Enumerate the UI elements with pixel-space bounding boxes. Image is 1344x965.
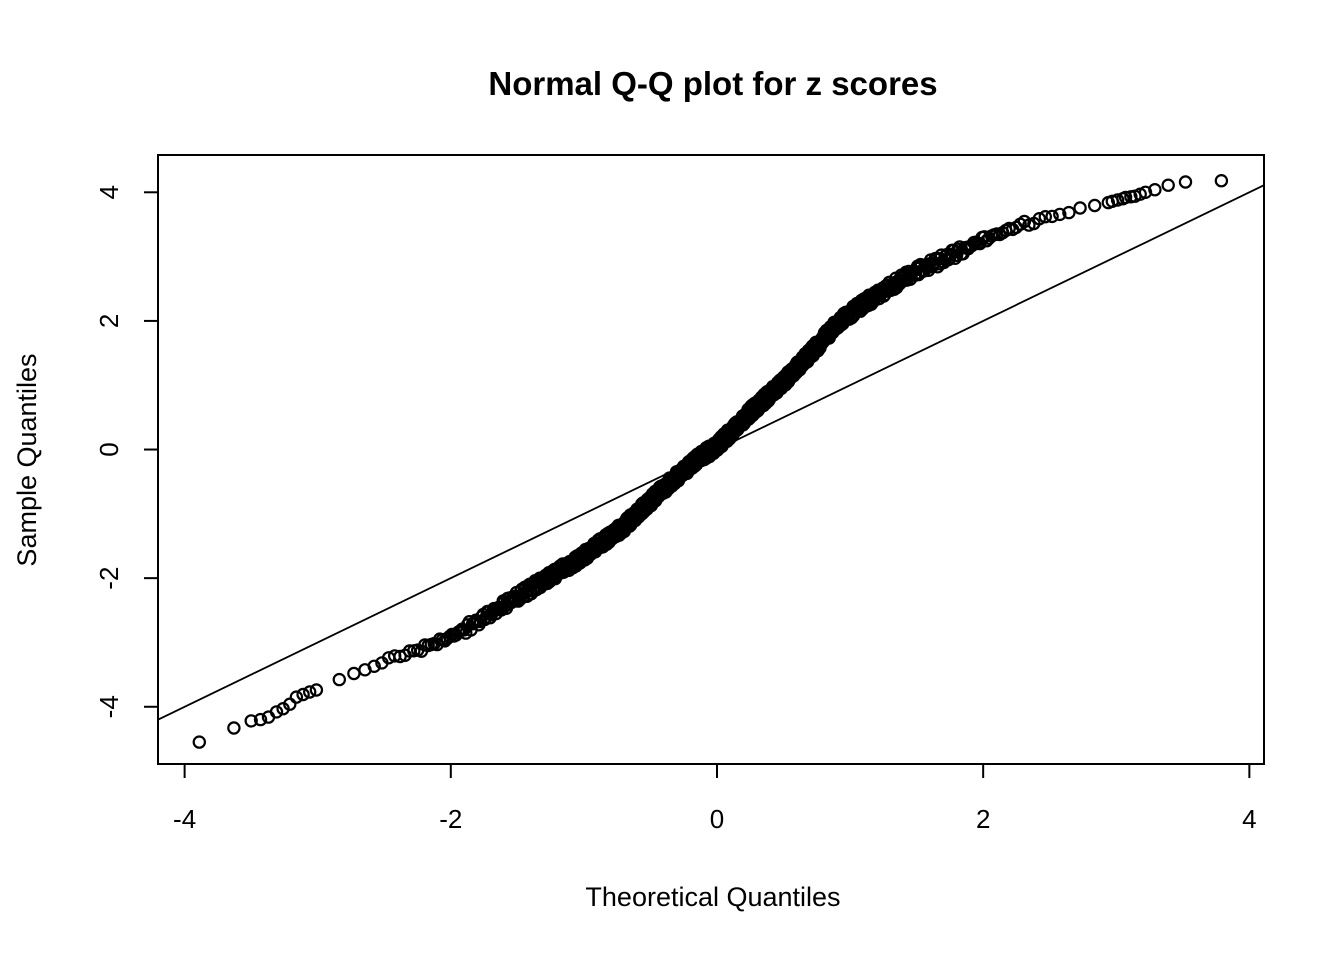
data-point (1161, 178, 1175, 192)
data-point (296, 687, 310, 702)
data-point (1087, 198, 1102, 213)
data-point (227, 721, 241, 735)
x-axis-label: Theoretical Quantiles (585, 882, 840, 912)
data-point (1148, 182, 1162, 197)
data-point (303, 685, 317, 699)
data-point (283, 697, 297, 711)
y-tick-label: 4 (94, 185, 124, 199)
x-tick-label: -4 (173, 804, 196, 834)
x-tick-label: 4 (1242, 804, 1256, 834)
data-point (1214, 173, 1229, 188)
axis-tick-labels: -4 -2 0 2 4 -4 -2 0 2 4 (94, 185, 1257, 834)
axis-ticks (144, 191, 1251, 778)
data-point (289, 690, 304, 704)
plot-box (157, 154, 1265, 765)
data-point (1045, 209, 1059, 224)
x-tick-label: -2 (439, 804, 462, 834)
data-point (1073, 201, 1087, 215)
y-tick-label: 0 (94, 442, 124, 456)
data-point (253, 712, 268, 727)
y-axis-label: Sample Quantiles (12, 353, 42, 566)
data-points (192, 173, 1229, 749)
data-point (1110, 193, 1125, 207)
data-point (1118, 190, 1133, 205)
y-tick-label: 2 (94, 314, 124, 328)
data-point (332, 672, 346, 687)
data-point (1178, 175, 1193, 189)
data-point (244, 714, 258, 728)
x-tick-label: 2 (976, 804, 990, 834)
y-tick-label: -4 (94, 695, 124, 718)
y-tick-label: -2 (94, 567, 124, 590)
x-tick-label: 0 (710, 804, 724, 834)
data-point (1038, 209, 1053, 224)
data-point (1062, 205, 1076, 220)
data-point (367, 659, 381, 674)
chart-title: Normal Q-Q plot for z scores (488, 65, 937, 102)
data-point (192, 735, 206, 749)
data-point (269, 705, 284, 719)
data-point (347, 666, 361, 681)
data-point (1032, 211, 1047, 226)
data-point (1053, 207, 1067, 222)
data-point (309, 683, 324, 697)
